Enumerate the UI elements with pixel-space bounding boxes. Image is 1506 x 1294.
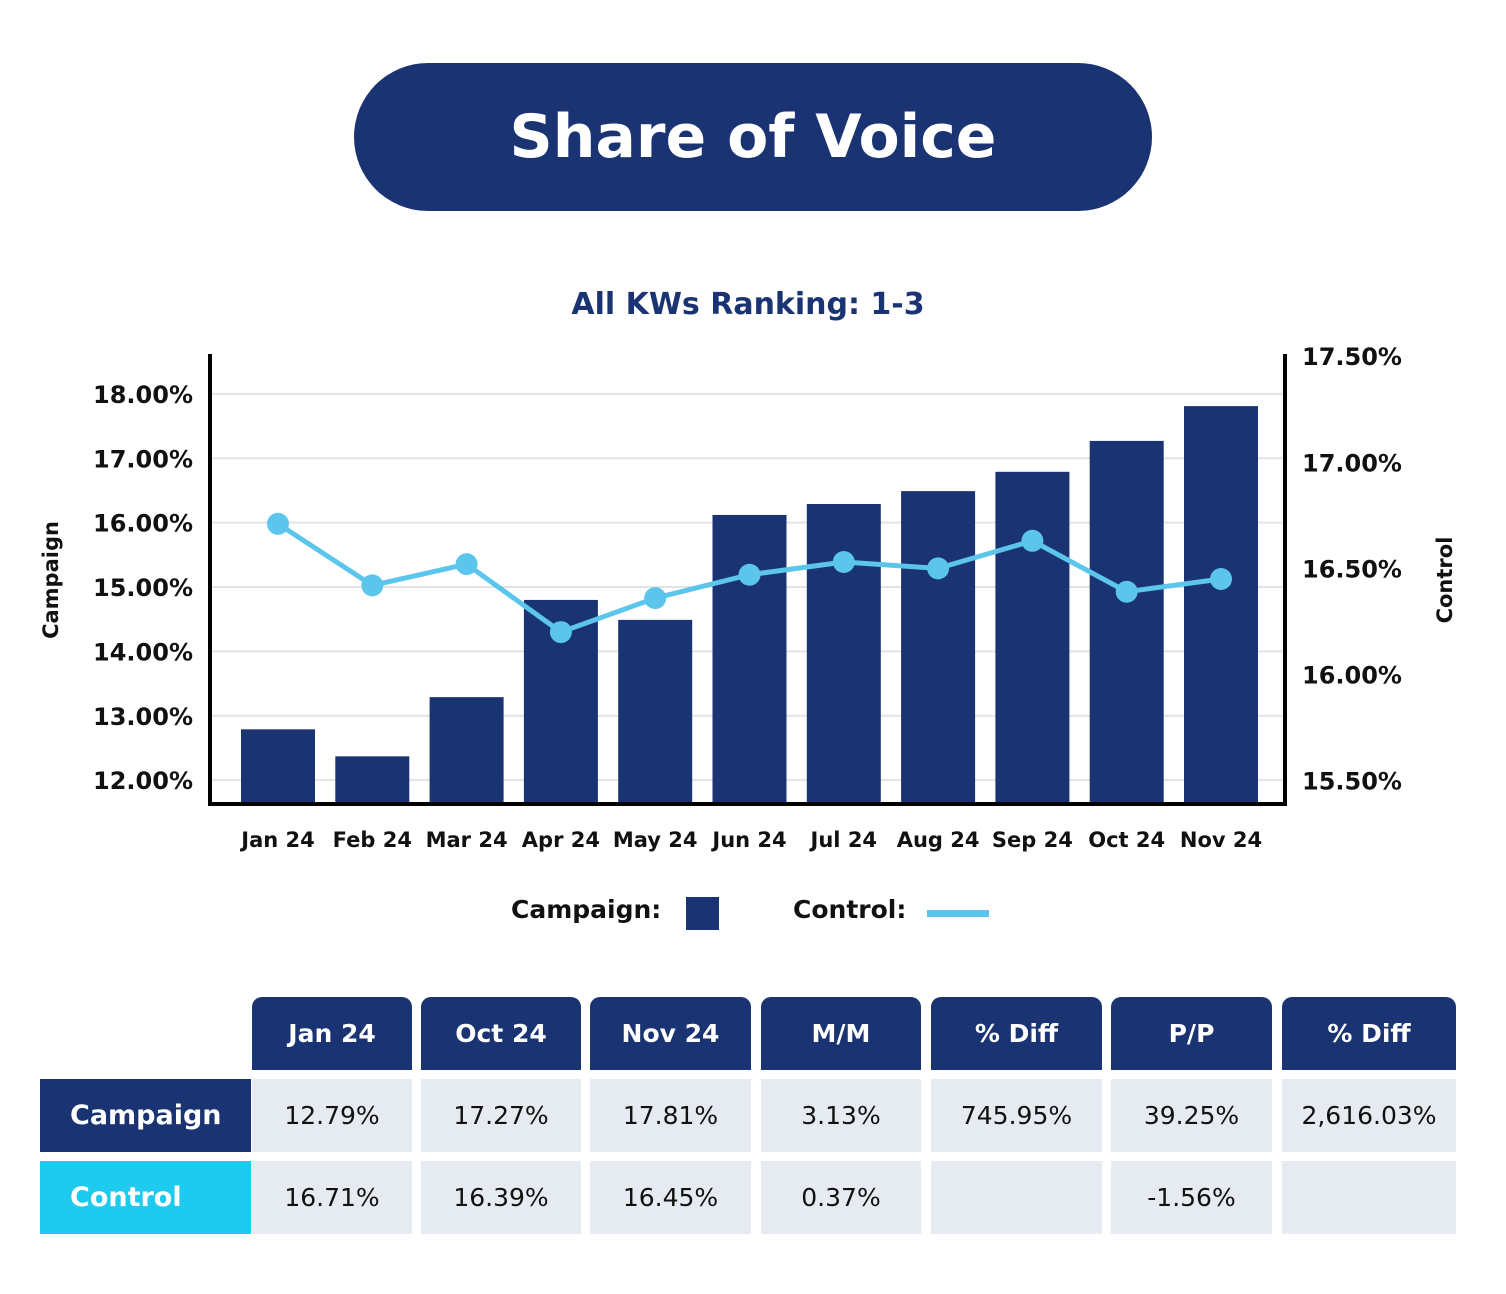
y-left-tick-label: 18.00% [93,381,193,409]
y-left-tick-label: 16.00% [93,510,193,538]
y-right-tick-label: 16.00% [1302,662,1402,690]
point-control [361,574,384,597]
x-tick-label: Apr 24 [522,828,600,852]
table-cell: 39.25% [1111,1079,1272,1152]
table-cell: 16.71% [252,1161,412,1234]
y-left-tick-label: 13.00% [93,703,193,731]
legend-control-swatch [927,910,989,917]
bar-campaign [1089,440,1164,804]
table-header: % Diff [931,997,1102,1070]
table-cell: 17.27% [421,1079,581,1152]
table-cell: 12.79% [252,1079,412,1152]
table-cell: 16.39% [421,1161,581,1234]
x-tick-label: May 24 [613,828,698,852]
point-control [267,512,289,535]
point-control [644,587,667,610]
table-cell: 745.95% [931,1079,1102,1152]
point-control [927,557,950,580]
y-left-tick-label: 17.00% [93,445,193,473]
y-right-tick-label: 17.00% [1302,449,1402,477]
bar-campaign [1184,406,1258,804]
legend-campaign-swatch [686,897,719,930]
page-title: Share of Voice [354,63,1152,211]
row-label: Campaign [40,1079,251,1152]
bar-campaign [618,619,693,804]
x-tick-label: Sep 24 [992,828,1073,852]
row-label: Control [40,1161,251,1234]
table-header: P/P [1111,997,1272,1070]
table-header: Jan 24 [252,997,412,1070]
point-control [1115,580,1138,603]
bar-campaign [712,514,787,804]
table-cell: -1.56% [1111,1161,1272,1234]
table-header: Nov 24 [590,997,751,1070]
point-control [455,553,478,576]
x-tick-label: Nov 24 [1180,828,1262,852]
y-right-tick-label: 16.50% [1302,555,1402,583]
y-left-axis-label: Campaign [39,521,63,639]
point-control [1210,568,1232,590]
bar-campaign [429,697,504,804]
point-control [1021,529,1044,552]
y-left-tick-label: 15.00% [93,574,193,602]
y-left-tick-label: 12.00% [93,767,193,795]
legend-control-label: Control: [793,895,907,924]
y-right-tick-label: 15.50% [1302,768,1402,796]
table-cell: 0.37% [761,1161,921,1234]
y-right-tick-label: 17.50% [1302,343,1402,371]
bar-campaign [901,491,976,804]
bar-campaign [806,504,881,804]
x-tick-label: Jun 24 [710,828,786,852]
x-tick-label: Mar 24 [426,828,508,852]
table-cell [931,1161,1102,1234]
point-control [549,621,572,644]
chart-title: All KWs Ranking: 1-3 [571,287,924,322]
y-right-axis-label: Control [1433,537,1457,624]
table-cell: 16.45% [590,1161,751,1234]
x-tick-label: Aug 24 [897,828,980,852]
y-left-tick-label: 14.00% [93,638,193,666]
bar-campaign [995,471,1070,804]
table-cell [1282,1161,1456,1234]
table-cell: 3.13% [761,1079,921,1152]
legend-campaign-label: Campaign: [511,895,662,924]
x-tick-label: Jan 24 [239,828,314,852]
x-tick-label: Jul 24 [809,828,878,852]
point-control [832,551,855,574]
x-tick-label: Feb 24 [333,828,412,852]
table-cell: 2,616.03% [1282,1079,1456,1152]
table-header: Oct 24 [421,997,581,1070]
bar-campaign [335,756,410,804]
table-header: M/M [761,997,921,1070]
table-header: % Diff [1282,997,1456,1070]
point-control [738,563,761,586]
combo-chart: All KWs Ranking: 1-3 12.00% 13.00% 14.00% 15… [39,287,1457,852]
table-cell: 17.81% [590,1079,751,1152]
x-tick-label: Oct 24 [1088,828,1165,852]
bar-campaign [241,729,315,804]
